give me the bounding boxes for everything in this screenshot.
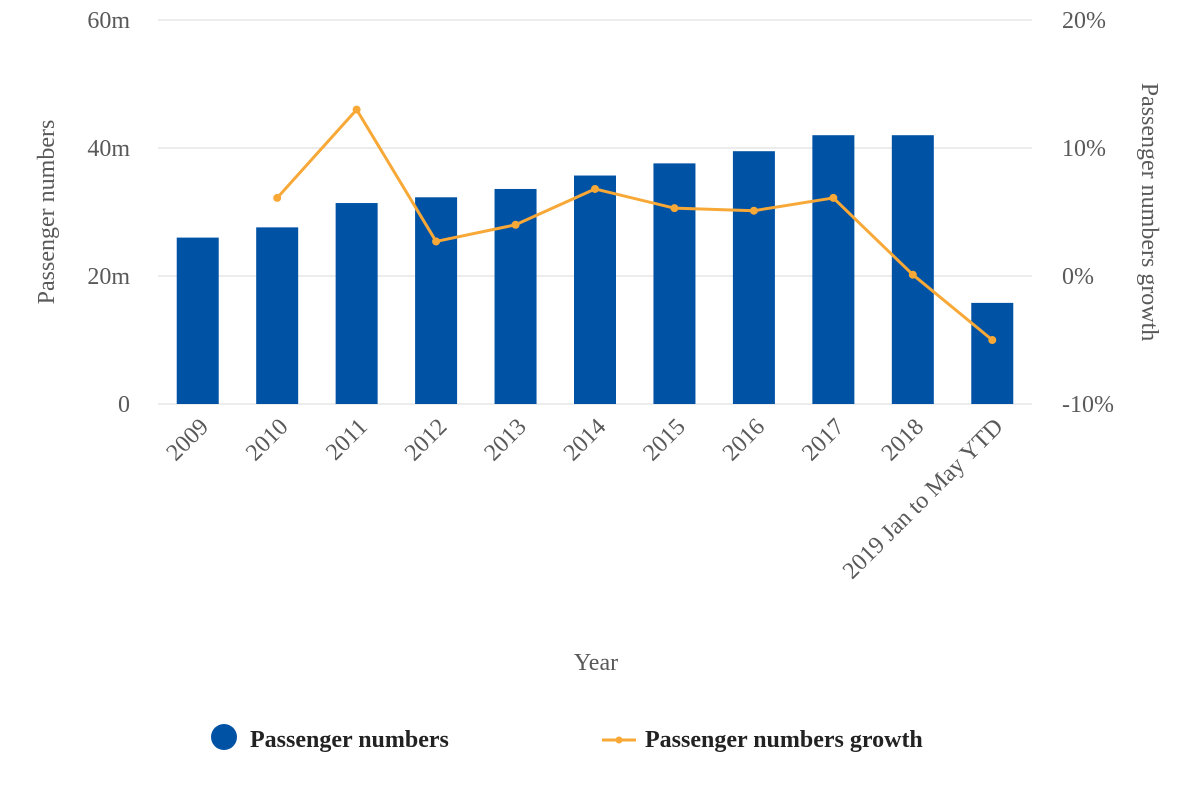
legend: Passenger numbers Passenger numbers grow… — [211, 724, 923, 753]
bar — [891, 135, 934, 404]
bar — [653, 163, 696, 404]
y-right-tick-label: 0% — [1062, 264, 1094, 290]
line-point — [749, 206, 758, 215]
line-point — [670, 204, 679, 213]
bar-series — [176, 135, 1014, 404]
y-left-axis-title: Passenger numbers — [34, 120, 60, 305]
left-axis: 0 20m 40m 60m — [87, 8, 130, 418]
legend-label-line: Passenger numbers growth — [645, 727, 923, 753]
x-tick-label: 2013 — [479, 414, 531, 466]
bar — [176, 237, 219, 404]
x-tick-label: 2009 — [162, 414, 214, 466]
line-point — [908, 270, 917, 279]
x-tick-label: 2019 Jan to May YTD — [838, 414, 1008, 584]
x-axis-title: Year — [574, 650, 618, 676]
line-point — [273, 193, 282, 202]
x-tick-label: 2012 — [400, 414, 452, 466]
x-tick-label: 2011 — [321, 414, 373, 466]
bar — [574, 175, 616, 404]
line-point — [591, 184, 599, 193]
y-left-tick-label: 60m — [87, 8, 130, 34]
y-left-tick-label: 40m — [87, 136, 130, 162]
x-tick-label: 2014 — [559, 414, 611, 466]
y-right-tick-label: 10% — [1062, 136, 1106, 162]
y-left-tick-label: 0 — [118, 392, 130, 418]
y-right-tick-label: 20% — [1062, 8, 1106, 34]
bar — [812, 135, 855, 404]
growth-line — [276, 108, 994, 342]
bar — [335, 203, 378, 404]
right-axis: -10% 0% 10% 20% — [1062, 8, 1114, 418]
bar — [415, 197, 458, 404]
bar — [732, 151, 775, 404]
legend-label-bar: Passenger numbers — [250, 727, 449, 753]
line-point — [511, 220, 520, 229]
x-tick-label: 2016 — [718, 414, 770, 466]
x-tick-label: 2010 — [241, 414, 293, 466]
legend-swatch-bar — [211, 724, 237, 750]
x-tick-label: 2015 — [638, 414, 690, 466]
bar — [971, 302, 1014, 404]
y-left-tick-label: 20m — [87, 264, 130, 290]
y-right-axis-title: Passenger numbers growth — [1136, 83, 1162, 342]
bar — [256, 227, 299, 404]
legend-swatch-line-marker — [615, 736, 623, 744]
line-point — [352, 105, 361, 114]
y-right-tick-label: -10% — [1062, 392, 1114, 418]
x-tick-label: 2018 — [877, 414, 929, 466]
line-point — [988, 336, 997, 344]
x-tick-label: 2017 — [797, 414, 849, 466]
line-point — [432, 237, 441, 246]
x-axis: 2009 2010 2011 2012 2013 2014 2015 2016 2017 2018… — [162, 414, 1009, 584]
line-series — [273, 105, 997, 344]
line-point — [829, 193, 838, 202]
